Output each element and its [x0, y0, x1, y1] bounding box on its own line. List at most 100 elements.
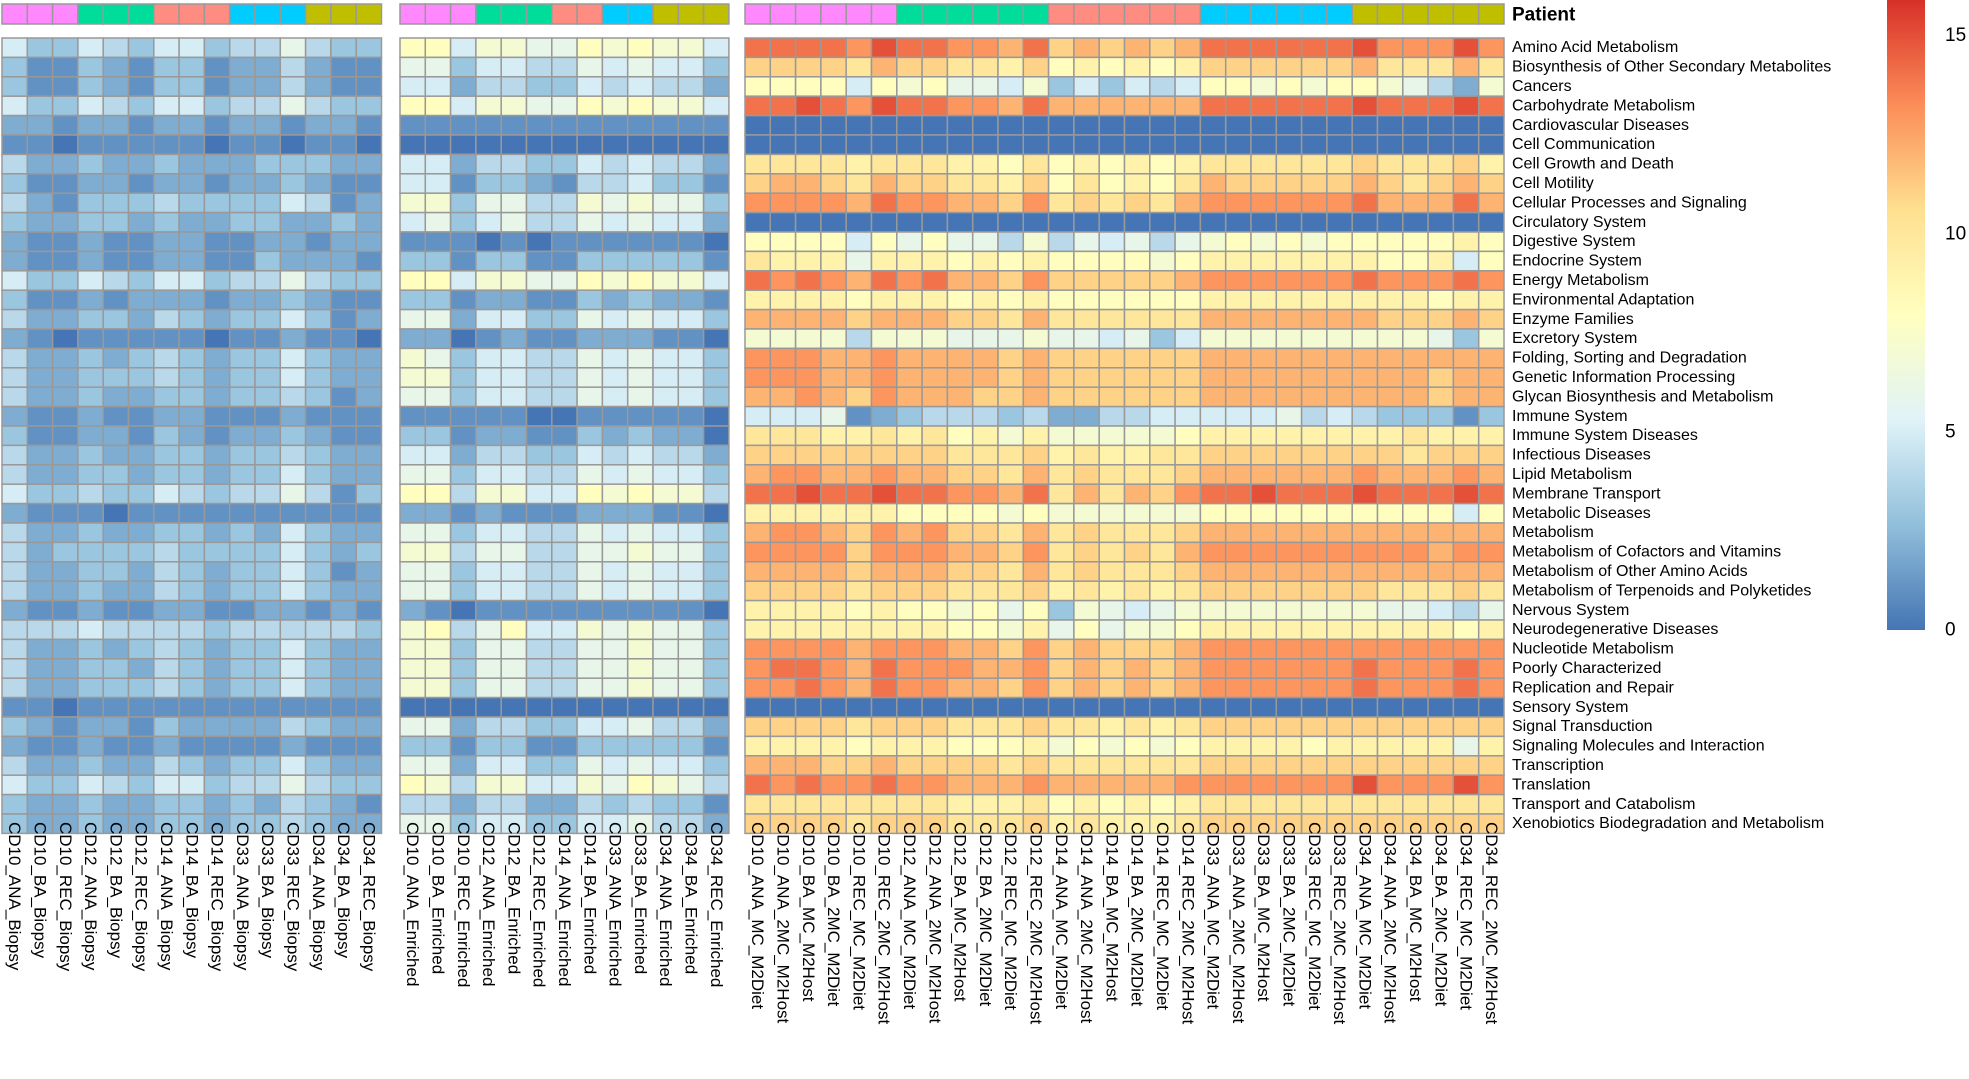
heatmap-cell: [997, 134, 1025, 156]
heatmap-cell: [304, 270, 332, 291]
heatmap-cell: [304, 483, 332, 505]
heatmap-cell: [921, 580, 949, 602]
heatmap-cell: [946, 270, 974, 291]
heatmap-cell: [576, 192, 604, 214]
heatmap-cell: [1224, 599, 1252, 621]
heatmap-cell: [702, 658, 730, 679]
heatmap-cell: [744, 483, 772, 505]
row-label: Digestive System: [1512, 233, 1636, 250]
heatmap-cell: [1174, 56, 1202, 78]
heatmap-cell: [1275, 231, 1303, 253]
heatmap-cell: [228, 464, 256, 485]
heatmap-cell: [652, 134, 680, 156]
heatmap-cell: [820, 173, 847, 194]
heatmap-cell: [820, 716, 847, 738]
heatmap-cell: [1047, 405, 1075, 427]
heatmap-cell: [794, 483, 822, 505]
heatmap-cell: [652, 638, 680, 660]
heatmap-cell: [845, 192, 873, 214]
heatmap-cell: [1376, 638, 1404, 660]
heatmap-cell: [1123, 153, 1151, 175]
heatmap-cell: [601, 464, 629, 485]
heatmap-cell: [1224, 173, 1252, 194]
heatmap-cell: [997, 114, 1025, 136]
heatmap-cell: [1174, 793, 1202, 815]
heatmap-cell: [1427, 561, 1455, 582]
heatmap-cell: [1224, 347, 1252, 369]
heatmap-cell: [576, 405, 604, 427]
heatmap-cell: [551, 774, 578, 796]
heatmap-cell: [1149, 561, 1176, 582]
heatmap-cell: [279, 793, 307, 815]
heatmap-cell: [677, 37, 705, 59]
heatmap-cell: [601, 231, 629, 253]
heatmap-cell: [677, 231, 705, 253]
heatmap-cell: [997, 696, 1025, 718]
heatmap-cell: [26, 716, 54, 738]
heatmap-cell: [1275, 677, 1303, 699]
heatmap-cell: [551, 522, 578, 544]
heatmap-cell: [1326, 755, 1353, 776]
heatmap-cell: [896, 153, 923, 175]
heatmap-cell: [769, 386, 797, 408]
heatmap-cell: [551, 153, 578, 175]
heatmap-cell: [677, 425, 705, 447]
column-label: CD34_BA_Biopsy: [334, 822, 353, 959]
heatmap-cell: [178, 425, 206, 447]
heatmap-cell: [1149, 735, 1176, 757]
heatmap-cell: [626, 522, 654, 544]
heatmap-cell: [1, 755, 29, 776]
heatmap-cell: [1376, 328, 1404, 350]
heatmap-cell: [500, 638, 528, 660]
heatmap-cell: [1427, 444, 1455, 466]
heatmap-cell: [500, 95, 528, 117]
heatmap-cell: [626, 619, 654, 641]
heatmap-cell: [399, 619, 427, 641]
heatmap-cell: [102, 386, 130, 408]
heatmap-cell: [102, 425, 130, 447]
heatmap-cell: [1, 192, 29, 214]
heatmap-cell: [355, 522, 383, 544]
heatmap-cell: [1326, 522, 1353, 544]
heatmap-cell: [1452, 638, 1480, 660]
heatmap-cell: [769, 696, 797, 718]
row-label: Metabolism: [1512, 524, 1594, 541]
heatmap-cell: [870, 561, 898, 582]
heatmap-cell: [77, 134, 104, 156]
heatmap-cell: [1224, 308, 1252, 330]
heatmap-cell: [178, 76, 206, 97]
row-label: Transcription: [1512, 757, 1604, 774]
heatmap-cell: [652, 153, 680, 175]
heatmap-cell: [1174, 289, 1202, 311]
heatmap-cell: [355, 483, 383, 505]
heatmap-cell: [1452, 541, 1480, 563]
heatmap-cell: [153, 696, 180, 718]
heatmap-cell: [1123, 444, 1151, 466]
heatmap-cell: [399, 464, 427, 485]
patient-annotation-cell: [1199, 3, 1227, 25]
heatmap-cell: [399, 561, 427, 582]
heatmap-cell: [702, 173, 730, 194]
heatmap-cell: [178, 405, 206, 427]
heatmap-cell: [845, 114, 873, 136]
heatmap-cell: [1452, 95, 1480, 117]
heatmap-cell: [946, 153, 974, 175]
heatmap-cell: [971, 192, 999, 214]
heatmap-cell: [475, 211, 502, 233]
heatmap-cell: [102, 76, 130, 97]
heatmap-cell: [1402, 114, 1429, 136]
heatmap-cell: [77, 270, 104, 291]
heatmap-cell: [1123, 599, 1151, 621]
heatmap-cell: [330, 211, 357, 233]
heatmap-cell: [355, 37, 383, 59]
heatmap-cell: [1452, 270, 1480, 291]
heatmap-cell: [794, 599, 822, 621]
heatmap-cell: [744, 502, 772, 524]
heatmap-cell: [475, 270, 502, 291]
heatmap-cell: [1402, 211, 1429, 233]
heatmap-cell: [1098, 328, 1126, 350]
heatmap-cell: [77, 716, 104, 738]
heatmap-cell: [424, 347, 452, 369]
heatmap-cell: [1326, 483, 1353, 505]
heatmap-cell: [702, 231, 730, 253]
